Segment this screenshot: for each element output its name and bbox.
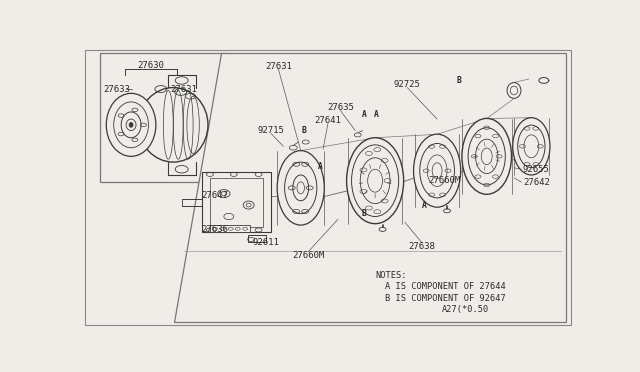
Text: 27631: 27631 bbox=[170, 84, 197, 93]
Ellipse shape bbox=[462, 118, 511, 194]
Text: 92715: 92715 bbox=[257, 126, 284, 135]
Text: A IS COMPONENT OF 27644: A IS COMPONENT OF 27644 bbox=[385, 282, 506, 291]
Polygon shape bbox=[202, 172, 271, 232]
Text: NOTES:: NOTES: bbox=[375, 271, 406, 280]
Bar bbox=[248, 235, 266, 242]
Text: 27638: 27638 bbox=[409, 242, 436, 251]
Polygon shape bbox=[174, 53, 566, 323]
Text: 27631: 27631 bbox=[265, 62, 292, 71]
Bar bbox=[100, 53, 227, 182]
Text: 27647: 27647 bbox=[202, 190, 228, 199]
Text: A: A bbox=[422, 201, 427, 209]
Text: 92611: 92611 bbox=[253, 238, 280, 247]
Text: B: B bbox=[456, 76, 461, 85]
Text: 27641: 27641 bbox=[315, 116, 341, 125]
Text: 27633: 27633 bbox=[104, 84, 131, 93]
Text: B IS COMPONENT OF 92647: B IS COMPONENT OF 92647 bbox=[385, 294, 506, 303]
Text: 27636: 27636 bbox=[202, 225, 228, 234]
Text: A: A bbox=[374, 110, 379, 119]
Ellipse shape bbox=[129, 122, 133, 127]
Ellipse shape bbox=[347, 138, 404, 224]
Text: 27660M: 27660M bbox=[292, 251, 324, 260]
Text: 27630: 27630 bbox=[138, 61, 164, 70]
Bar bbox=[210, 225, 250, 232]
Ellipse shape bbox=[277, 151, 324, 225]
Text: 27635: 27635 bbox=[327, 103, 354, 112]
Text: 92655: 92655 bbox=[523, 165, 550, 174]
Ellipse shape bbox=[106, 93, 156, 156]
Ellipse shape bbox=[138, 87, 208, 162]
Ellipse shape bbox=[413, 134, 461, 207]
Ellipse shape bbox=[507, 83, 521, 98]
Text: A27(*0.50: A27(*0.50 bbox=[442, 305, 490, 314]
Text: B: B bbox=[301, 126, 307, 135]
Text: A: A bbox=[318, 162, 323, 171]
Text: B: B bbox=[361, 209, 366, 218]
Text: A: A bbox=[362, 110, 367, 119]
Text: 27642: 27642 bbox=[523, 178, 550, 187]
Text: 27660M: 27660M bbox=[428, 176, 461, 185]
Ellipse shape bbox=[513, 118, 550, 175]
Circle shape bbox=[539, 78, 548, 83]
Text: 92725: 92725 bbox=[394, 80, 420, 89]
